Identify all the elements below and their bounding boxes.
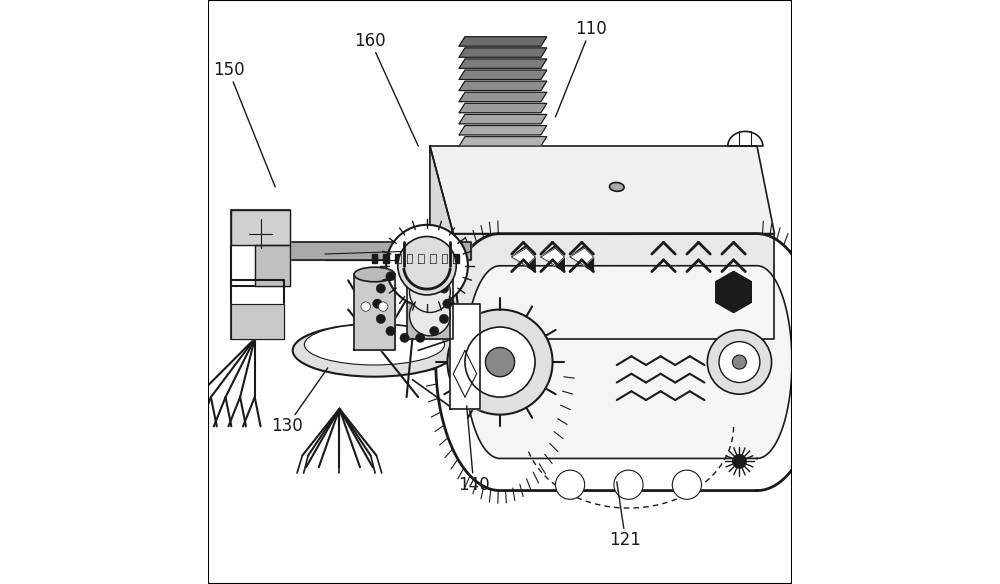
- Polygon shape: [541, 248, 564, 266]
- Circle shape: [614, 470, 643, 499]
- Circle shape: [398, 237, 456, 295]
- Ellipse shape: [293, 324, 456, 377]
- Polygon shape: [459, 114, 547, 124]
- Polygon shape: [459, 48, 547, 57]
- Polygon shape: [570, 248, 593, 266]
- Ellipse shape: [304, 324, 445, 365]
- Circle shape: [672, 470, 701, 499]
- Circle shape: [732, 454, 746, 468]
- Polygon shape: [459, 103, 547, 113]
- Polygon shape: [512, 245, 535, 272]
- Polygon shape: [459, 59, 547, 68]
- Polygon shape: [453, 254, 459, 263]
- Polygon shape: [430, 146, 774, 234]
- Polygon shape: [459, 70, 547, 79]
- Circle shape: [439, 284, 449, 293]
- Circle shape: [732, 355, 746, 369]
- Circle shape: [555, 470, 585, 499]
- Polygon shape: [418, 263, 453, 362]
- Polygon shape: [459, 92, 547, 102]
- Polygon shape: [459, 126, 547, 135]
- Polygon shape: [716, 272, 751, 312]
- Polygon shape: [231, 280, 284, 339]
- Ellipse shape: [610, 182, 624, 192]
- Circle shape: [443, 299, 452, 308]
- Polygon shape: [465, 266, 792, 458]
- Polygon shape: [430, 254, 436, 263]
- Circle shape: [447, 310, 553, 415]
- Polygon shape: [395, 254, 401, 263]
- Polygon shape: [459, 37, 547, 46]
- Circle shape: [707, 330, 772, 394]
- Polygon shape: [231, 210, 290, 245]
- Circle shape: [386, 272, 395, 281]
- Polygon shape: [231, 210, 290, 286]
- Circle shape: [416, 333, 425, 342]
- Polygon shape: [442, 254, 447, 263]
- Ellipse shape: [354, 267, 395, 281]
- Text: 150: 150: [213, 61, 275, 187]
- Polygon shape: [450, 304, 480, 409]
- Circle shape: [719, 342, 760, 383]
- Polygon shape: [290, 242, 471, 260]
- Polygon shape: [407, 254, 412, 263]
- Polygon shape: [541, 245, 564, 272]
- Text: 121: 121: [610, 482, 641, 549]
- Polygon shape: [418, 292, 465, 380]
- Circle shape: [373, 299, 382, 308]
- Text: 110: 110: [555, 20, 606, 117]
- Polygon shape: [570, 245, 593, 272]
- Circle shape: [439, 314, 449, 324]
- Circle shape: [376, 314, 386, 324]
- Circle shape: [465, 327, 535, 397]
- Polygon shape: [430, 146, 453, 339]
- Polygon shape: [459, 137, 547, 146]
- Circle shape: [386, 326, 395, 336]
- Circle shape: [376, 284, 386, 293]
- Polygon shape: [231, 304, 284, 339]
- Polygon shape: [255, 245, 290, 286]
- Polygon shape: [459, 81, 547, 91]
- Polygon shape: [354, 274, 395, 350]
- Polygon shape: [418, 254, 424, 263]
- Text: 160: 160: [355, 32, 418, 146]
- Polygon shape: [453, 234, 774, 339]
- Polygon shape: [436, 234, 821, 491]
- Text: 130: 130: [271, 368, 328, 435]
- Polygon shape: [512, 248, 535, 266]
- Circle shape: [416, 265, 425, 274]
- Circle shape: [485, 347, 515, 377]
- Circle shape: [409, 272, 450, 312]
- Polygon shape: [372, 254, 377, 263]
- Circle shape: [379, 302, 388, 311]
- Circle shape: [430, 326, 439, 336]
- Circle shape: [386, 225, 468, 307]
- Circle shape: [361, 302, 370, 311]
- Circle shape: [400, 265, 409, 274]
- Polygon shape: [407, 263, 453, 339]
- Text: 140: 140: [458, 406, 490, 493]
- Polygon shape: [383, 254, 389, 263]
- Circle shape: [400, 333, 409, 342]
- Circle shape: [430, 272, 439, 281]
- Circle shape: [409, 295, 450, 336]
